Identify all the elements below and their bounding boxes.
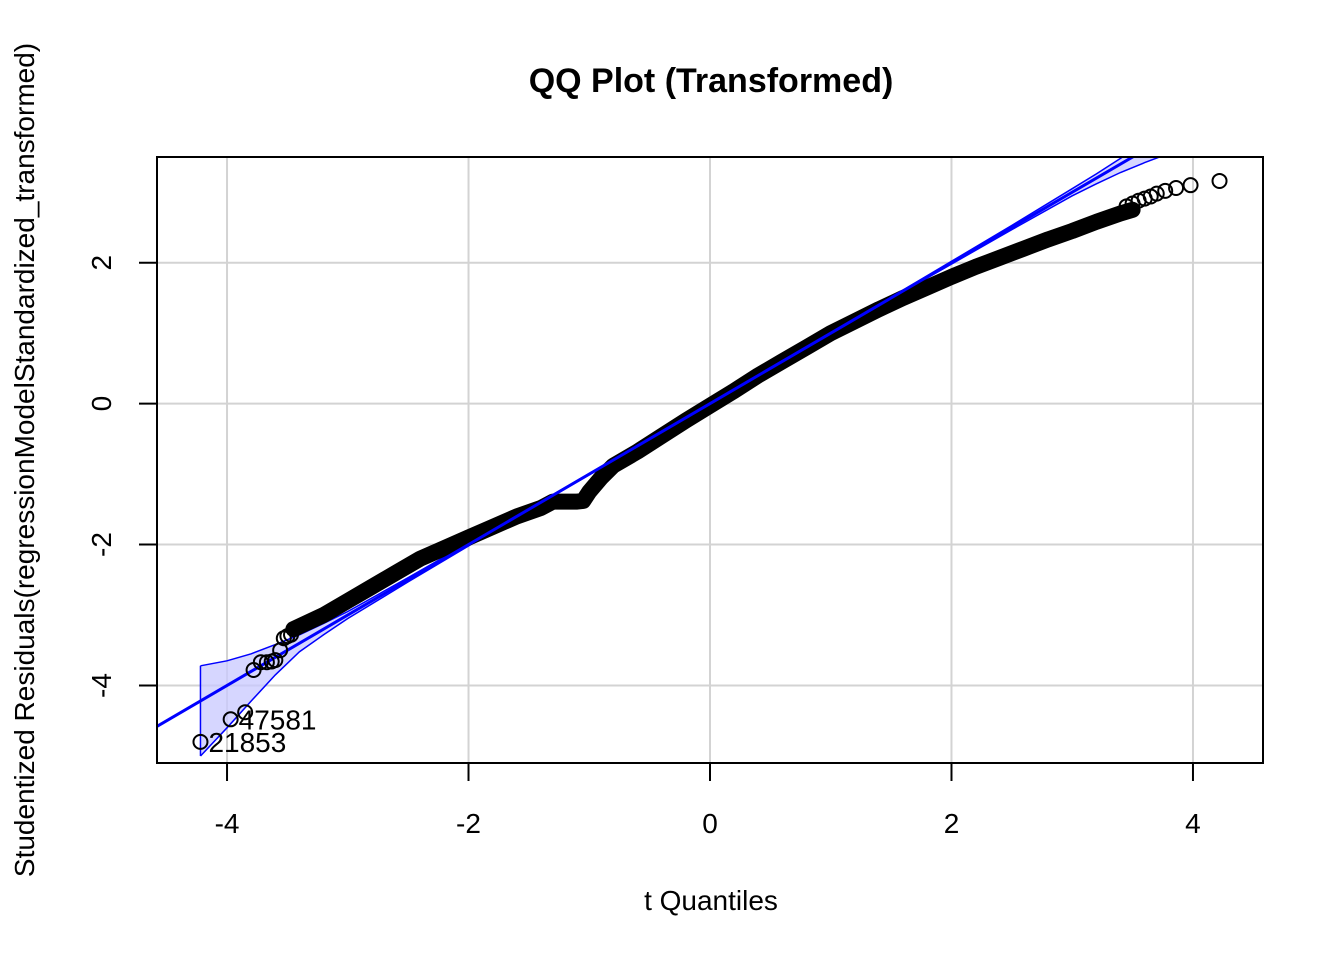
data-point — [1157, 182, 1174, 199]
x-tick-label: 2 — [944, 808, 960, 839]
x-tick-label: -4 — [215, 808, 240, 839]
data-point — [267, 652, 284, 669]
data-point — [1148, 185, 1165, 202]
y-tick-label: 2 — [86, 255, 117, 271]
data-point — [1211, 172, 1228, 189]
y-axis-label: Studentized Residuals(regressionModelSta… — [9, 43, 40, 877]
data-point — [1168, 180, 1185, 197]
grid-lines — [157, 157, 1263, 763]
x-tick-label: 4 — [1185, 808, 1201, 839]
data-point — [192, 733, 209, 750]
chart-title: QQ Plot (Transformed) — [529, 62, 894, 100]
x-tick-label: -2 — [456, 808, 481, 839]
reference-line — [157, 157, 1136, 729]
x-axis-ticks: -4 -2 0 2 4 — [215, 762, 1201, 839]
point-label: 21853 — [208, 727, 286, 758]
data-points — [192, 172, 1228, 750]
y-tick-label: 0 — [86, 396, 117, 412]
x-axis-label: t Quantiles — [644, 885, 778, 916]
data-point-cloud — [285, 201, 1141, 638]
reference-line-group — [157, 157, 1136, 729]
data-point — [283, 626, 300, 643]
data-point — [1182, 177, 1199, 194]
data-point — [222, 711, 239, 728]
y-tick-label: -4 — [86, 673, 117, 698]
dense-points-curve — [285, 201, 1141, 638]
y-tick-label: -2 — [86, 532, 117, 557]
y-axis-ticks: -4 -2 0 2 — [86, 255, 158, 698]
point-label: 47581 — [239, 704, 317, 735]
x-tick-label: 0 — [702, 808, 718, 839]
data-point — [237, 704, 254, 721]
